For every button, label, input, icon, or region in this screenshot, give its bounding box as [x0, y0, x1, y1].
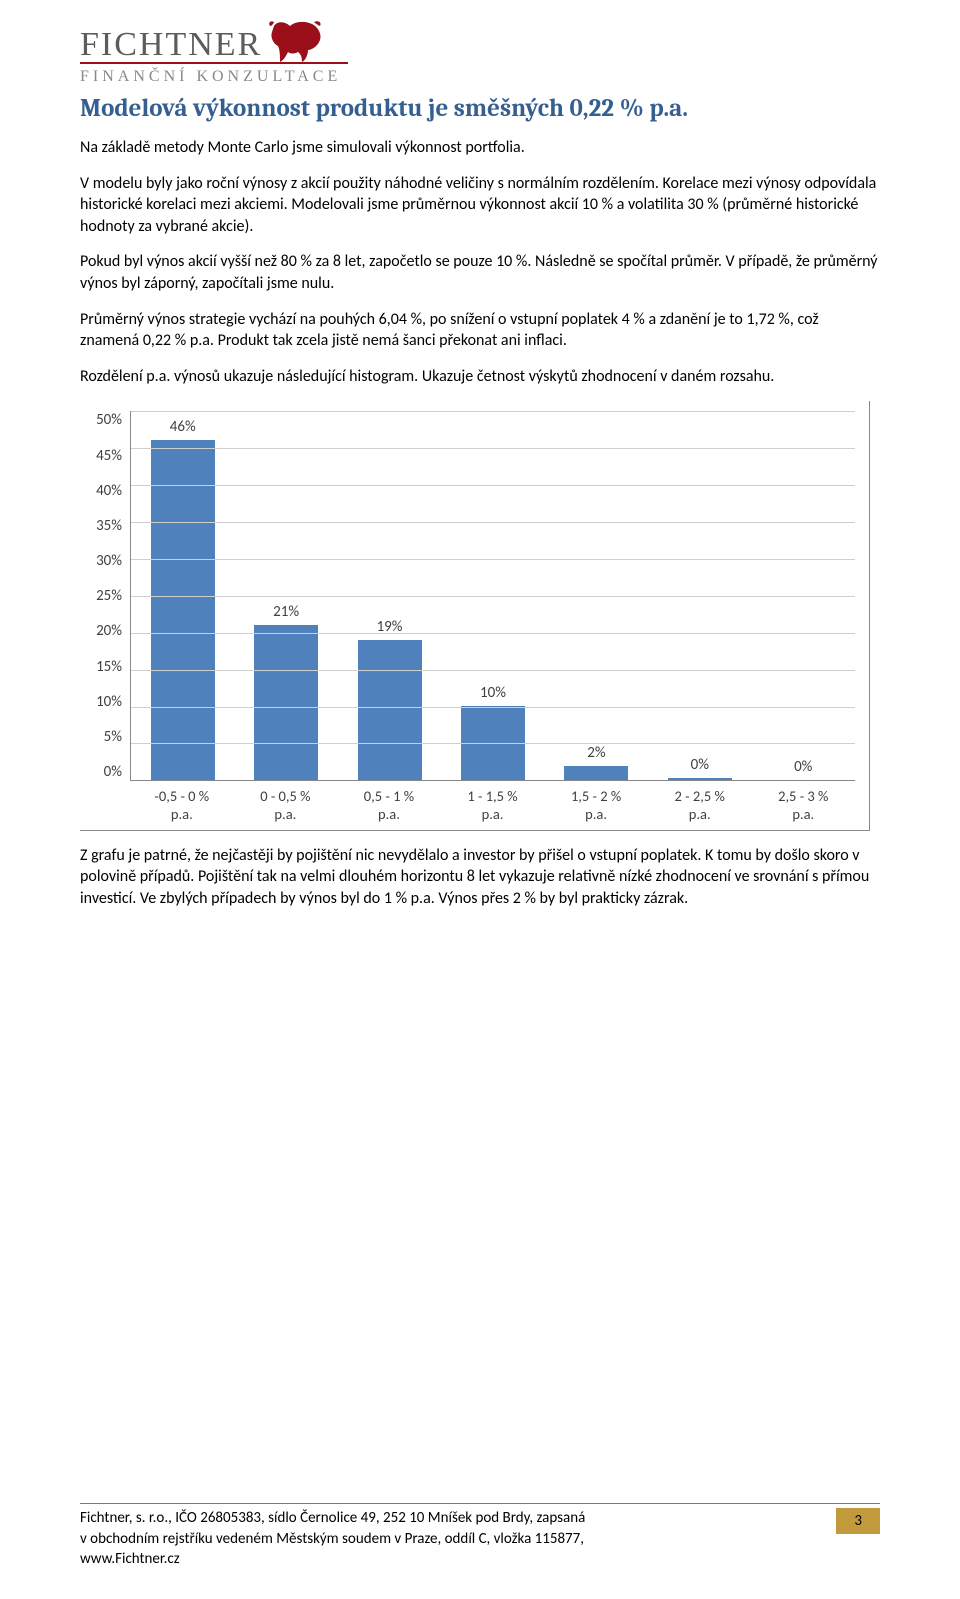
paragraph-model: V modelu byly jako roční výnosy z akcií …	[80, 173, 880, 238]
bar-rect	[564, 766, 628, 781]
y-tick-label: 50%	[96, 411, 122, 429]
logo-subtitle: FINANČNÍ KONZULTACE	[80, 68, 880, 86]
gridline	[131, 743, 855, 744]
bar-rect	[254, 625, 318, 780]
gridline	[131, 633, 855, 634]
footer-line-2: v obchodním rejstříku vedeném Městským s…	[80, 1530, 584, 1548]
paragraph-result: Průměrný výnos strategie vychází na pouh…	[80, 309, 880, 352]
paragraph-hist: Rozdělení p.a. výnosů ukazuje následujíc…	[80, 366, 880, 388]
bar-value-label: 2%	[587, 744, 605, 762]
x-tick-label: -0,5 - 0 %p.a.	[130, 787, 234, 823]
y-tick-label: 35%	[96, 517, 122, 535]
x-tick-label: 0,5 - 1 %p.a.	[337, 787, 441, 823]
gridline	[131, 559, 855, 560]
x-tick-label: 1 - 1,5 %p.a.	[441, 787, 545, 823]
paragraph-conclusion: Z grafu je patrné, že nejčastěji by poji…	[80, 845, 880, 910]
paragraph-method: Pokud byl výnos akcií vyšší než 80 % za …	[80, 251, 880, 294]
page-title: Modelová výkonnost produktu je směšných …	[80, 94, 880, 123]
bar-value-label: 10%	[480, 684, 506, 702]
y-tick-label: 0%	[104, 763, 122, 781]
x-axis: -0,5 - 0 %p.a.0 - 0,5 %p.a.0,5 - 1 %p.a.…	[130, 787, 855, 823]
histogram-chart: 50%45%40%35%30%25%20%15%10%5%0% 46%21%19…	[80, 401, 870, 830]
footer-divider	[80, 1503, 880, 1504]
bull-icon	[268, 20, 324, 64]
y-tick-label: 40%	[96, 482, 122, 500]
plot-area: 46%21%19%10%2%0%0%	[130, 411, 855, 781]
page-number-badge: 3	[836, 1508, 880, 1534]
gridline	[131, 522, 855, 523]
page-footer: Fichtner, s. r.o., IČO 26805383, sídlo Č…	[80, 1503, 880, 1569]
x-tick-label: 2 - 2,5 %p.a.	[648, 787, 752, 823]
footer-line-3: www.Fichtner.cz	[80, 1550, 180, 1568]
gridline	[131, 596, 855, 597]
gridline	[131, 448, 855, 449]
bar-rect	[358, 640, 422, 781]
gridline	[131, 670, 855, 671]
bar-value-label: 21%	[273, 603, 299, 621]
y-tick-label: 30%	[96, 552, 122, 570]
y-tick-label: 45%	[96, 447, 122, 465]
y-axis: 50% 45% 40% 35% 30% 25% 20% 15% 10% 5% 0%	[84, 411, 130, 781]
y-tick-label: 10%	[96, 693, 122, 711]
paragraph-intro: Na základě metody Monte Carlo jsme simul…	[80, 137, 880, 159]
company-logo: FICHTNER FINANČNÍ KONZULTACE	[80, 20, 880, 86]
gridline	[131, 707, 855, 708]
y-tick-label: 20%	[96, 622, 122, 640]
y-tick-label: 25%	[96, 587, 122, 605]
x-tick-label: 2,5 - 3 %p.a.	[751, 787, 855, 823]
gridline	[131, 485, 855, 486]
x-tick-label: 0 - 0,5 %p.a.	[234, 787, 338, 823]
footer-company-info: Fichtner, s. r.o., IČO 26805383, sídlo Č…	[80, 1508, 585, 1569]
x-tick-label: 1,5 - 2 %p.a.	[544, 787, 648, 823]
footer-line-1: Fichtner, s. r.o., IČO 26805383, sídlo Č…	[80, 1509, 585, 1527]
bar-rect	[668, 778, 732, 780]
gridline	[131, 411, 855, 412]
y-tick-label: 15%	[96, 658, 122, 676]
bar-value-label: 0%	[691, 756, 709, 774]
y-tick-label: 5%	[104, 728, 122, 746]
bar-value-label: 0%	[794, 758, 812, 776]
bar-rect	[151, 440, 215, 780]
bar-value-label: 46%	[170, 418, 196, 436]
logo-brand-text: FICHTNER	[80, 26, 262, 64]
